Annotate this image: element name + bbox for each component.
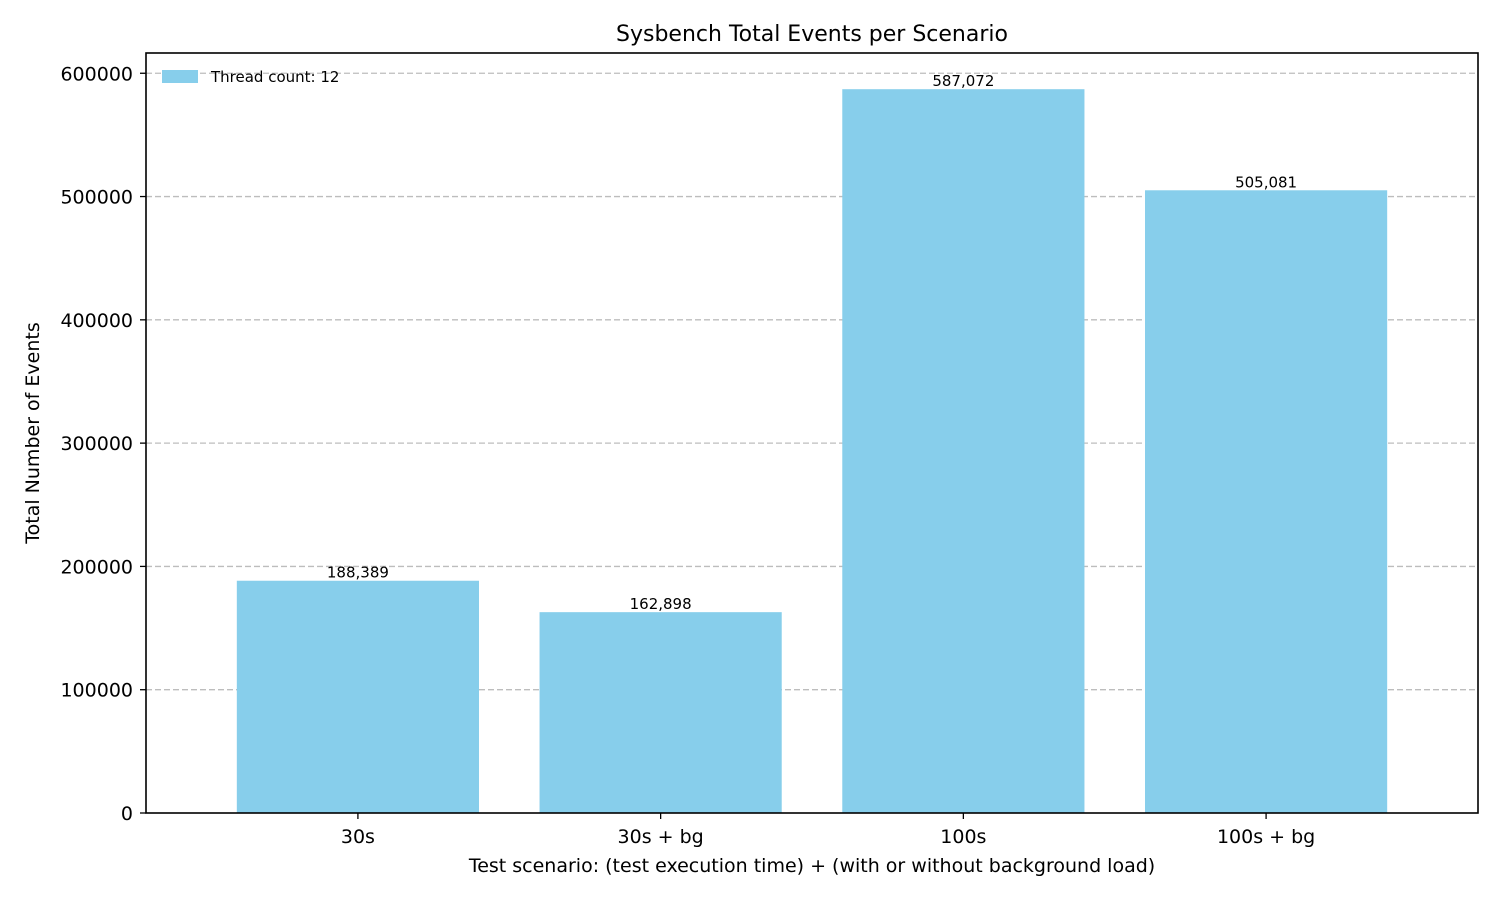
bar	[1145, 190, 1388, 814]
bar-value-label: 505,081	[1235, 173, 1297, 191]
x-tick-label: 100s	[940, 826, 986, 848]
x-axis-label: Test scenario: (test execution time) + (…	[468, 855, 1155, 877]
bars	[236, 89, 1388, 814]
y-tick-label: 300000	[60, 433, 133, 455]
data-labels: 188,389 162,898 587,072 505,081	[327, 72, 1297, 613]
y-axis-ticks: 0 100000 200000 300000 400000 500000 600000	[60, 63, 146, 825]
legend-label: Thread count: 12	[210, 68, 339, 86]
chart-title: Sysbench Total Events per Scenario	[616, 22, 1008, 47]
y-tick-label: 100000	[60, 680, 133, 702]
bar-value-label: 162,898	[630, 595, 692, 613]
y-tick-label: 500000	[60, 187, 133, 209]
plot-frame	[145, 52, 1479, 814]
y-tick-label: 200000	[60, 556, 133, 578]
y-axis-label: Total Number of Events	[22, 322, 44, 544]
y-tick-label: 400000	[60, 310, 133, 332]
legend-swatch	[162, 70, 198, 83]
x-axis-ticks: 30s 30s + bg 100s 100s + bg	[341, 813, 1315, 848]
bar	[539, 612, 782, 813]
y-tick-label: 600000	[60, 63, 133, 85]
bar	[842, 89, 1085, 813]
x-tick-label: 100s + bg	[1217, 826, 1315, 848]
y-tick-label: 0	[121, 803, 133, 825]
x-tick-label: 30s	[341, 826, 375, 848]
bar	[236, 580, 479, 813]
bar-value-label: 587,072	[932, 72, 994, 90]
legend: Thread count: 12	[162, 68, 339, 86]
bar-value-label: 188,389	[327, 564, 389, 582]
x-tick-label: 30s + bg	[618, 826, 704, 848]
